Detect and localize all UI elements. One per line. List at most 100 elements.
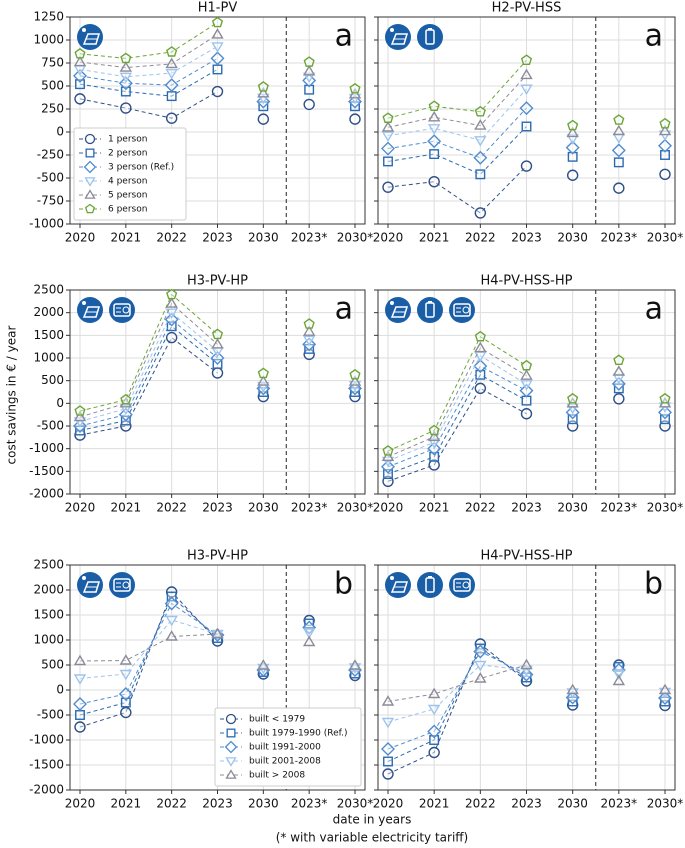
data-point	[381, 456, 395, 468]
data-point	[427, 124, 441, 135]
data-point	[75, 710, 85, 720]
icon-circle	[417, 297, 443, 323]
panel-letter: a	[645, 292, 663, 327]
x-tick-label: 2020	[65, 797, 96, 811]
data-point	[520, 408, 533, 420]
y-tick-label: -500	[37, 419, 64, 433]
data-point	[166, 591, 177, 602]
data-point	[212, 64, 223, 75]
x-tick-label: 2023	[202, 501, 233, 515]
x-tick-label: 2023*	[291, 231, 328, 245]
series-line	[387, 387, 527, 482]
data-point	[660, 150, 670, 160]
y-tick-label: 2000	[33, 583, 64, 597]
data-point	[381, 717, 395, 729]
data-point	[211, 627, 224, 639]
data-point	[302, 620, 317, 635]
plot-frame	[377, 564, 676, 791]
data-point	[612, 674, 626, 686]
data-point	[74, 721, 86, 733]
plot-frame	[69, 564, 366, 791]
icon-sun	[390, 301, 394, 305]
data-point	[381, 131, 395, 143]
x-tick-label: 2021	[419, 797, 450, 811]
data-point	[74, 93, 86, 105]
icon-circle	[77, 572, 103, 598]
icon-circle	[77, 24, 103, 50]
icon-sun	[390, 576, 394, 580]
icon-circle	[77, 297, 103, 323]
series-line	[79, 591, 218, 728]
data-point	[211, 328, 224, 340]
x-axis-label: date in years	[333, 813, 412, 827]
data-point	[120, 393, 132, 405]
data-point	[257, 375, 270, 386]
panel-letter: a	[335, 292, 353, 327]
x-tick-label: 2021	[419, 231, 450, 245]
data-point	[520, 369, 533, 380]
x-tick-label: 2030	[248, 797, 279, 811]
data-point	[119, 61, 133, 72]
icon-panel	[82, 33, 101, 45]
data-point	[304, 618, 315, 629]
icon-battery-cap	[428, 301, 432, 303]
data-point	[165, 615, 178, 627]
data-point	[428, 746, 440, 759]
data-point	[474, 207, 487, 219]
y-tick-label: -500	[37, 171, 64, 185]
data-point	[659, 392, 671, 404]
icon-panel	[390, 306, 409, 318]
icon-circle	[449, 297, 475, 323]
icon-heatpump	[453, 578, 471, 592]
data-point	[475, 643, 486, 654]
series-line	[79, 34, 218, 69]
x-tick-label: 2023	[511, 797, 542, 811]
data-point	[611, 143, 626, 158]
data-point	[73, 674, 87, 685]
data-point	[474, 660, 487, 672]
data-point	[257, 86, 270, 98]
y-tick-label: -250	[37, 148, 64, 162]
data-point	[612, 124, 626, 136]
data-point	[257, 113, 270, 125]
legend-label: built 2001-2008	[249, 757, 321, 767]
chart-title: H1-PV	[198, 1, 238, 16]
x-tick-label: 2030*	[337, 501, 374, 515]
data-point	[381, 450, 395, 462]
series-line	[387, 664, 527, 723]
data-point	[119, 72, 133, 84]
data-point	[350, 387, 360, 397]
y-tick-label: 0	[56, 125, 64, 139]
data-point	[474, 136, 487, 147]
data-point	[303, 348, 315, 361]
legend-marker	[225, 713, 237, 725]
icon-circle	[417, 572, 443, 598]
data-point	[73, 68, 87, 83]
series-line	[79, 325, 218, 432]
data-point	[349, 368, 361, 380]
x-tick-label: 2020	[373, 501, 404, 515]
data-point	[429, 735, 440, 745]
data-point	[520, 160, 533, 172]
x-tick-label: 2030*	[647, 501, 684, 515]
data-point	[73, 697, 87, 711]
data-point	[474, 341, 487, 353]
data-point	[257, 367, 269, 379]
data-point	[520, 84, 533, 96]
legend-label: 3 person (Ref.)	[108, 163, 174, 173]
data-point	[474, 119, 487, 130]
y-tick-label: 1000	[33, 633, 64, 647]
chart-title: H4-PV-HSS-HP	[481, 549, 573, 564]
legend-marker	[84, 189, 96, 199]
data-point	[565, 140, 580, 155]
y-tick-label: 750	[41, 56, 64, 70]
y-tick-label: 1000	[33, 351, 64, 365]
x-tick-label: 2030*	[647, 797, 684, 811]
data-point	[428, 459, 440, 471]
series-line	[387, 126, 527, 175]
legend-label: 1 person	[108, 135, 147, 145]
y-tick-label: 2500	[33, 283, 64, 297]
x-tick-label: 2030	[557, 501, 588, 515]
data-point	[302, 628, 316, 639]
y-tick-label: -1000	[29, 441, 64, 455]
